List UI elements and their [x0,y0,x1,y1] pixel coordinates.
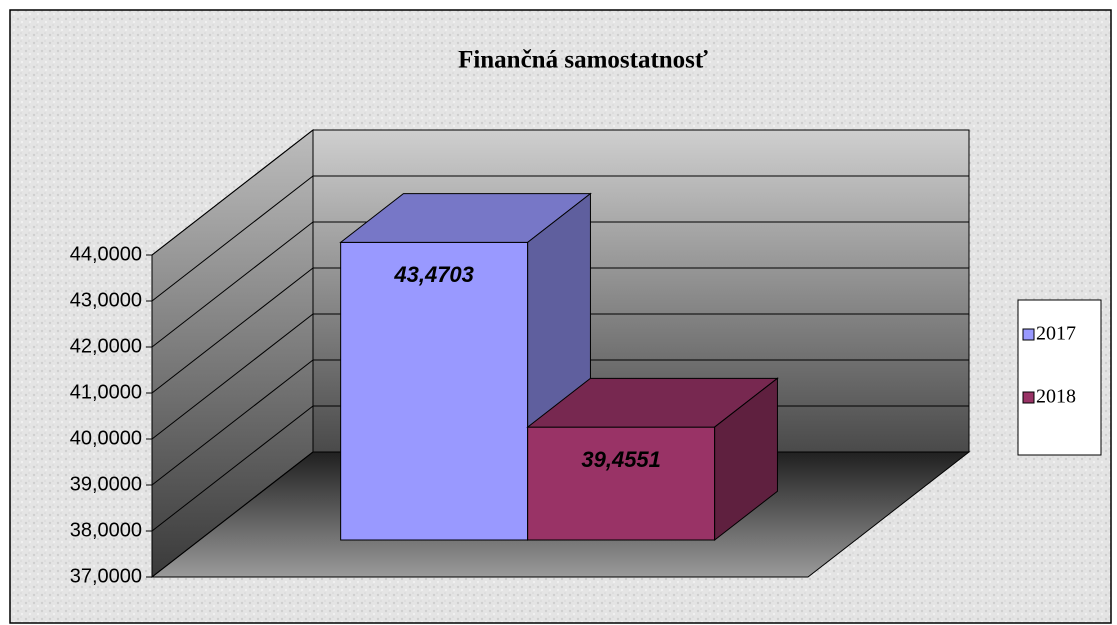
grid-line [151,359,969,486]
bar-side [714,377,778,542]
legend [1017,299,1102,456]
grid-line [151,129,969,256]
bar-front [527,426,716,541]
y-tick-label: 41,0000 [70,381,142,403]
legend-label: 2017 [1036,323,1076,345]
value-label: 43,4703 [393,262,474,287]
legend-swatch [1022,391,1035,404]
legend-label: 2018 [1036,386,1076,408]
grid-line [151,221,969,348]
grid-line [151,313,969,440]
value-label: 39,4551 [581,447,661,472]
y-tick-label: 43,0000 [70,289,142,311]
y-tick-label: 42,0000 [70,335,142,357]
y-tick-label: 40,0000 [70,427,142,449]
legend-swatch [1022,328,1035,341]
y-tick-label: 38,0000 [70,519,142,541]
plot [146,128,971,579]
grid-line [151,175,969,302]
y-tick-label: 39,0000 [70,473,142,495]
grid-line [151,267,969,394]
chart-title: Finančná samostatnosť [458,47,708,74]
y-tick-label: 37,0000 [70,565,142,587]
y-tick-label: 44,0000 [70,243,142,265]
